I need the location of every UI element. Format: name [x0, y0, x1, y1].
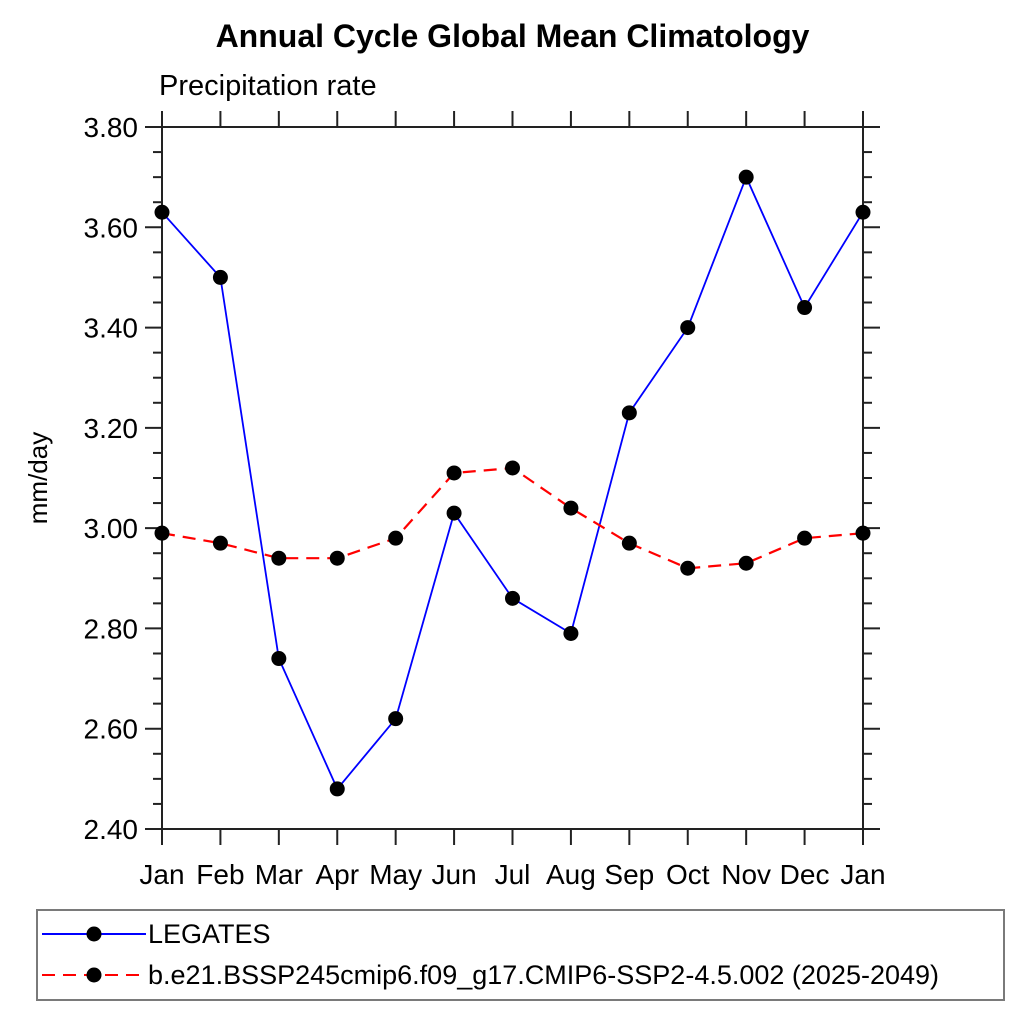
x-tick-label: May [369, 859, 422, 890]
legend-marker-circle [86, 926, 102, 942]
x-tick-label: Jun [432, 859, 477, 890]
chart-title: Annual Cycle Global Mean Climatology [215, 18, 810, 54]
legend-solid-line-sample [42, 926, 146, 942]
data-point-marker [271, 651, 287, 667]
data-point-marker [154, 204, 170, 220]
data-point-marker [329, 781, 345, 797]
data-point-marker [797, 300, 813, 316]
chart-subtitle: Precipitation rate [159, 70, 377, 102]
legend: LEGATES b.e21.BSSP245cmip6.f09_g17.CMIP6… [36, 909, 1005, 1001]
data-point-marker [388, 711, 404, 727]
x-tick-label: Jul [495, 859, 531, 890]
legend-dashed-line-sample [42, 967, 146, 983]
x-tick-label: Nov [721, 859, 771, 890]
x-axis-ticks [161, 111, 864, 845]
data-point-marker [212, 535, 228, 551]
data-point-marker [680, 560, 696, 576]
y-tick-label: 2.40 [84, 814, 139, 845]
series-legates [154, 169, 871, 797]
legend-marker-circle [86, 967, 102, 983]
y-tick-label: 2.60 [84, 714, 139, 745]
data-point-marker [271, 550, 287, 566]
y-tick-label: 3.60 [84, 212, 139, 243]
data-point-marker [329, 550, 345, 566]
legend-label-model: b.e21.BSSP245cmip6.f09_g17.CMIP6-SSP2-4.… [148, 960, 940, 990]
series-line [161, 466, 864, 570]
data-point-marker [797, 530, 813, 546]
data-point-marker [563, 500, 579, 516]
data-point-marker [621, 405, 637, 421]
data-point-marker [446, 505, 462, 521]
data-point-marker [505, 590, 520, 606]
data-point-marker [855, 525, 871, 541]
x-tick-label: Feb [196, 859, 244, 890]
y-tick-label: 3.20 [84, 413, 139, 444]
x-tick-labels: Jan Feb Mar Apr May Jun Jul Aug Sep Oct Nov Dec Jan [139, 859, 885, 890]
legend-item-model: b.e21.BSSP245cmip6.f09_g17.CMIP6-SSP2-4.… [42, 960, 939, 990]
data-point-marker [621, 535, 637, 551]
data-point-marker [680, 320, 696, 336]
x-tick-label: Jan [840, 859, 885, 890]
y-axis-ticks [145, 126, 880, 830]
data-point-marker [738, 555, 754, 571]
x-tick-label: Jan [139, 859, 184, 890]
y-tick-label: 3.80 [84, 112, 139, 143]
legend-item-legates: LEGATES [42, 919, 271, 949]
x-tick-label: Oct [666, 859, 710, 890]
x-tick-label: Apr [315, 859, 359, 890]
data-point-marker [505, 460, 520, 476]
data-point-marker [446, 465, 462, 481]
data-point-marker [212, 269, 228, 285]
legend-label-legates: LEGATES [148, 919, 271, 949]
data-point-marker [563, 625, 579, 641]
y-tick-label: 3.40 [84, 313, 139, 344]
x-tick-label: Mar [255, 859, 303, 890]
data-point-marker [855, 204, 871, 220]
plot-frame [161, 126, 864, 830]
series-model [154, 460, 871, 576]
data-point-marker [154, 525, 170, 541]
data-point-marker [388, 530, 404, 546]
y-tick-label: 3.00 [84, 513, 139, 544]
x-tick-label: Aug [546, 859, 596, 890]
series-line [161, 174, 864, 791]
x-tick-label: Sep [604, 859, 654, 890]
y-tick-labels: 2.40 2.60 2.80 3.00 3.20 3.40 3.60 3.80 [84, 112, 139, 845]
x-tick-label: Dec [780, 859, 830, 890]
y-tick-label: 2.80 [84, 613, 139, 644]
data-point-marker [738, 169, 754, 185]
